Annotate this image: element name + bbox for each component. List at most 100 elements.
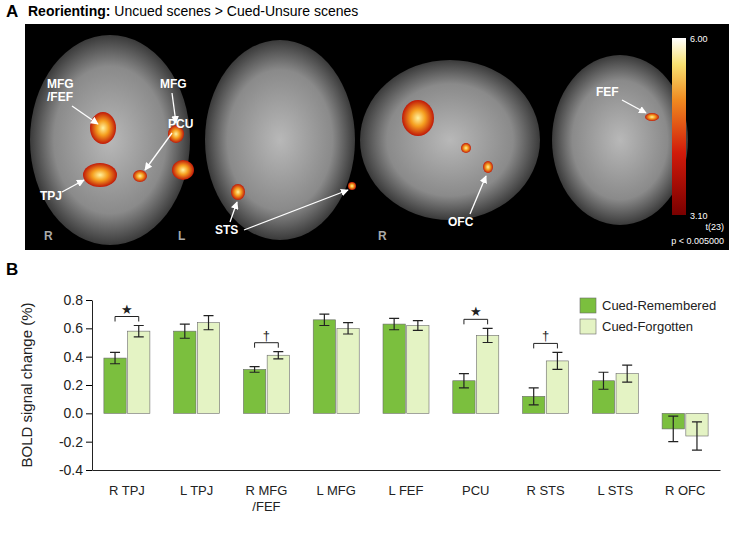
- x-tick: L MFG: [317, 470, 356, 498]
- label-arrow: [62, 180, 84, 192]
- image-label: TPJ: [40, 189, 62, 203]
- title-bold: Reorienting:: [28, 3, 110, 19]
- image-label: L: [178, 229, 185, 243]
- brain-slice: [30, 35, 190, 245]
- x-tick-label-line: PCU: [462, 483, 489, 498]
- image-label-line: MFG: [47, 77, 74, 91]
- y-tick: 0.2: [64, 377, 92, 393]
- y-tick-label: -0.2: [59, 434, 83, 450]
- x-tick-label-line: /FEF: [252, 499, 280, 514]
- bar: [243, 369, 265, 413]
- x-tick: R TPJ: [109, 470, 145, 498]
- x-tick: L TPJ: [180, 470, 213, 498]
- x-axis: R TPJL TPJR MFG/FEFL MFGL FEFPCUR STSL S…: [93, 470, 721, 514]
- bar: [197, 323, 219, 414]
- significance-marker: ★: [121, 302, 133, 317]
- activation-blob: [133, 170, 147, 182]
- y-tick-mark: [86, 300, 92, 301]
- error-bar: [598, 372, 608, 389]
- plot-area: [104, 314, 708, 450]
- image-label: PCU: [168, 117, 193, 131]
- error-bar: [273, 352, 283, 359]
- significance-marker: †: [542, 328, 549, 343]
- error-bar: [134, 326, 144, 337]
- error-bar: [529, 388, 539, 405]
- brain-slice: [552, 55, 688, 225]
- colorbar-tick-label: 3.10: [690, 211, 708, 221]
- x-tick-label-line: L STS: [598, 483, 634, 498]
- x-tick-label: R MFG/FEF: [245, 483, 287, 514]
- image-label-line: L: [178, 229, 185, 243]
- y-tick-label: 0.0: [64, 405, 84, 421]
- image-label-line: TPJ: [40, 189, 62, 203]
- activation-blob: [348, 182, 356, 190]
- activation-blob: [645, 113, 659, 121]
- y-tick: 0.8: [64, 292, 92, 308]
- label-arrow: [470, 176, 486, 214]
- bar: [407, 326, 429, 414]
- error-bar: [343, 323, 353, 334]
- brain-slice: [205, 40, 355, 240]
- y-tick-mark: [86, 413, 92, 414]
- activation-blob: [483, 161, 493, 173]
- label-arrow: [244, 190, 348, 230]
- x-tick: R MFG/FEF: [245, 470, 287, 514]
- bar: [128, 331, 150, 413]
- brain-slice: [360, 60, 540, 220]
- image-label: MFG/FEF: [47, 77, 74, 104]
- image-label-line: R: [378, 229, 387, 243]
- error-bar: [180, 324, 190, 338]
- y-tick-mark: [86, 442, 92, 443]
- error-bar: [622, 365, 632, 382]
- x-tick-label-line: R OFC: [665, 483, 705, 498]
- y-axis-title: BOLD signal change (%): [18, 302, 35, 467]
- y-tick-label: 0.2: [64, 377, 84, 393]
- bar: [174, 331, 196, 413]
- bar: [476, 335, 498, 413]
- bar: [313, 320, 335, 414]
- error-bar: [204, 316, 214, 330]
- image-label: FEF: [596, 85, 619, 99]
- x-tick-label: L MFG: [317, 483, 356, 498]
- y-tick-mark: [86, 470, 92, 471]
- label-arrow: [622, 100, 646, 113]
- y-tick-label: -0.4: [59, 462, 83, 478]
- legend-swatch: [580, 319, 596, 334]
- image-label-line: PCU: [168, 117, 193, 131]
- significance-bracket: [534, 343, 558, 348]
- y-tick-label: 0.8: [64, 292, 84, 308]
- significance-bracket: [464, 319, 488, 324]
- activation-blob: [231, 184, 245, 200]
- legend-label: Cued-Forgotten: [602, 319, 693, 334]
- activation-blob: [402, 100, 434, 136]
- y-tick: 0.6: [64, 320, 92, 336]
- image-label: MFG: [160, 77, 187, 91]
- error-bar: [692, 422, 702, 450]
- panel-label: B: [6, 260, 18, 279]
- figure: A Reorienting: Uncued scenes > Cued-Unsur…: [0, 0, 729, 545]
- panel-label: A: [6, 2, 18, 21]
- error-bar: [389, 318, 399, 329]
- image-label-line: FEF: [596, 85, 619, 99]
- x-tick-label-line: R TPJ: [109, 483, 145, 498]
- x-tick: R STS: [526, 470, 565, 498]
- x-tick-label-line: L MFG: [317, 483, 356, 498]
- x-tick-label: R OFC: [665, 483, 705, 498]
- significance-marker: †: [263, 328, 270, 343]
- x-tick-label: PCU: [462, 483, 489, 498]
- image-label-line: MFG: [160, 77, 187, 91]
- image-label-line: R: [44, 229, 53, 243]
- legend: Cued-RememberedCued-Forgotten: [580, 298, 716, 334]
- y-tick: -0.4: [59, 462, 92, 478]
- error-bar: [413, 321, 423, 331]
- title-text: Uncued scenes > Cued-Unsure scenes: [110, 3, 358, 19]
- label-arrow: [72, 106, 98, 124]
- error-bar: [483, 328, 493, 342]
- image-label-line: /FEF: [47, 90, 73, 104]
- x-tick-label-line: R MFG: [245, 483, 287, 498]
- image-label: OFC: [448, 215, 474, 229]
- bar: [337, 328, 359, 413]
- image-label-line: STS: [215, 223, 238, 237]
- bar: [104, 358, 126, 413]
- x-tick-label: L TPJ: [180, 483, 213, 498]
